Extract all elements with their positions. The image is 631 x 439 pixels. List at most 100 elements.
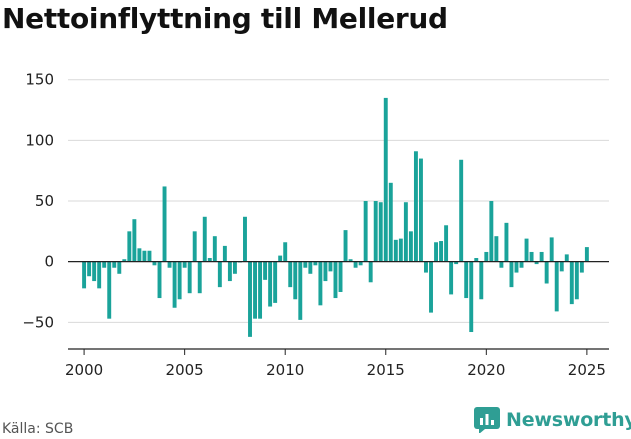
bar: [137, 248, 142, 262]
bar: [429, 261, 433, 313]
bar: [117, 261, 122, 274]
bar: [524, 238, 529, 262]
bar: [579, 261, 584, 273]
bar: [484, 251, 489, 262]
bar: [469, 261, 474, 333]
y-tick-label: 0: [44, 253, 54, 271]
bar: [519, 261, 524, 268]
bar: [539, 251, 544, 262]
gridlines: [68, 79, 609, 323]
bar: [459, 159, 464, 262]
bar: [87, 261, 92, 277]
bar: [107, 261, 112, 319]
y-tick-label: 150: [25, 71, 54, 89]
bar: [403, 202, 408, 262]
bar: [197, 261, 202, 294]
x-tick-label: 2025: [568, 361, 606, 379]
bar: [293, 261, 298, 300]
newsworthy-logo-icon: [474, 407, 500, 433]
bar: [584, 247, 589, 262]
bar: [559, 261, 564, 272]
bar: [92, 261, 97, 282]
bar: [122, 259, 127, 262]
bar: [444, 225, 449, 262]
bar: [418, 158, 423, 262]
x-tick-label: 2015: [367, 361, 405, 379]
bar: [554, 261, 559, 312]
bar: [514, 261, 519, 273]
y-tick-label: 100: [25, 131, 54, 149]
source-note: Källa: SCB: [2, 421, 74, 437]
bar: [298, 261, 303, 320]
bar: [278, 255, 283, 262]
bar: [177, 261, 182, 300]
bar: [449, 261, 454, 295]
bar: [574, 261, 579, 300]
bar: [152, 261, 157, 266]
bar: [479, 261, 484, 300]
bar: [363, 201, 368, 262]
bar: [273, 261, 278, 303]
bar: [112, 261, 117, 268]
bar: [569, 261, 574, 305]
bar: [313, 261, 318, 266]
bar: [192, 231, 197, 262]
bar: [263, 261, 268, 280]
bar: [544, 261, 549, 284]
x-tick-label: 2005: [166, 361, 204, 379]
bar: [308, 261, 313, 274]
bar: [398, 238, 403, 262]
bar: [424, 261, 428, 273]
bar: [157, 261, 162, 299]
bar: [207, 258, 212, 262]
bar: [162, 186, 167, 262]
bar: [464, 261, 469, 299]
bar: [333, 261, 338, 299]
bar: [212, 236, 217, 262]
bar: [328, 261, 333, 272]
brand-logo: Newsworthy: [474, 407, 631, 433]
bar: [82, 261, 87, 289]
bar: [348, 259, 353, 262]
bar: [343, 230, 348, 262]
bar: [243, 216, 247, 262]
bar: [97, 261, 102, 289]
bar: [303, 261, 308, 268]
bar: [388, 182, 393, 262]
bar: [202, 216, 207, 262]
bar: [413, 151, 418, 262]
bar: [283, 242, 288, 262]
bar: [368, 261, 373, 283]
bar: [393, 239, 398, 262]
bar: [338, 261, 343, 292]
bar: [172, 261, 177, 308]
brand-name: Newsworthy: [506, 409, 631, 431]
bar: [499, 261, 504, 268]
bar: [217, 261, 222, 288]
bar: [268, 261, 273, 307]
bar: [102, 261, 107, 268]
bar: [318, 261, 323, 306]
bar: [534, 261, 539, 265]
bar: [549, 237, 554, 262]
bar: [253, 261, 257, 319]
bars-group: [82, 97, 589, 337]
x-tick-label: 2010: [266, 361, 304, 379]
bar: [167, 261, 172, 268]
y-tick-label: −50: [22, 313, 54, 331]
bar: [439, 241, 444, 262]
bar: [564, 254, 569, 262]
axes: −50 0 50 100 150 2000 2005 2010 2015 2020 2025: [22, 71, 609, 379]
bar: [323, 261, 328, 282]
bar: [408, 231, 413, 262]
x-tick-label: 2000: [65, 361, 103, 379]
bar: [504, 222, 509, 262]
bar: [288, 261, 293, 288]
bar: [147, 250, 152, 262]
bar: [222, 245, 227, 262]
bar: [474, 258, 479, 262]
y-tick-label: 50: [35, 192, 54, 210]
bar: [529, 251, 534, 262]
bar: [127, 231, 132, 262]
